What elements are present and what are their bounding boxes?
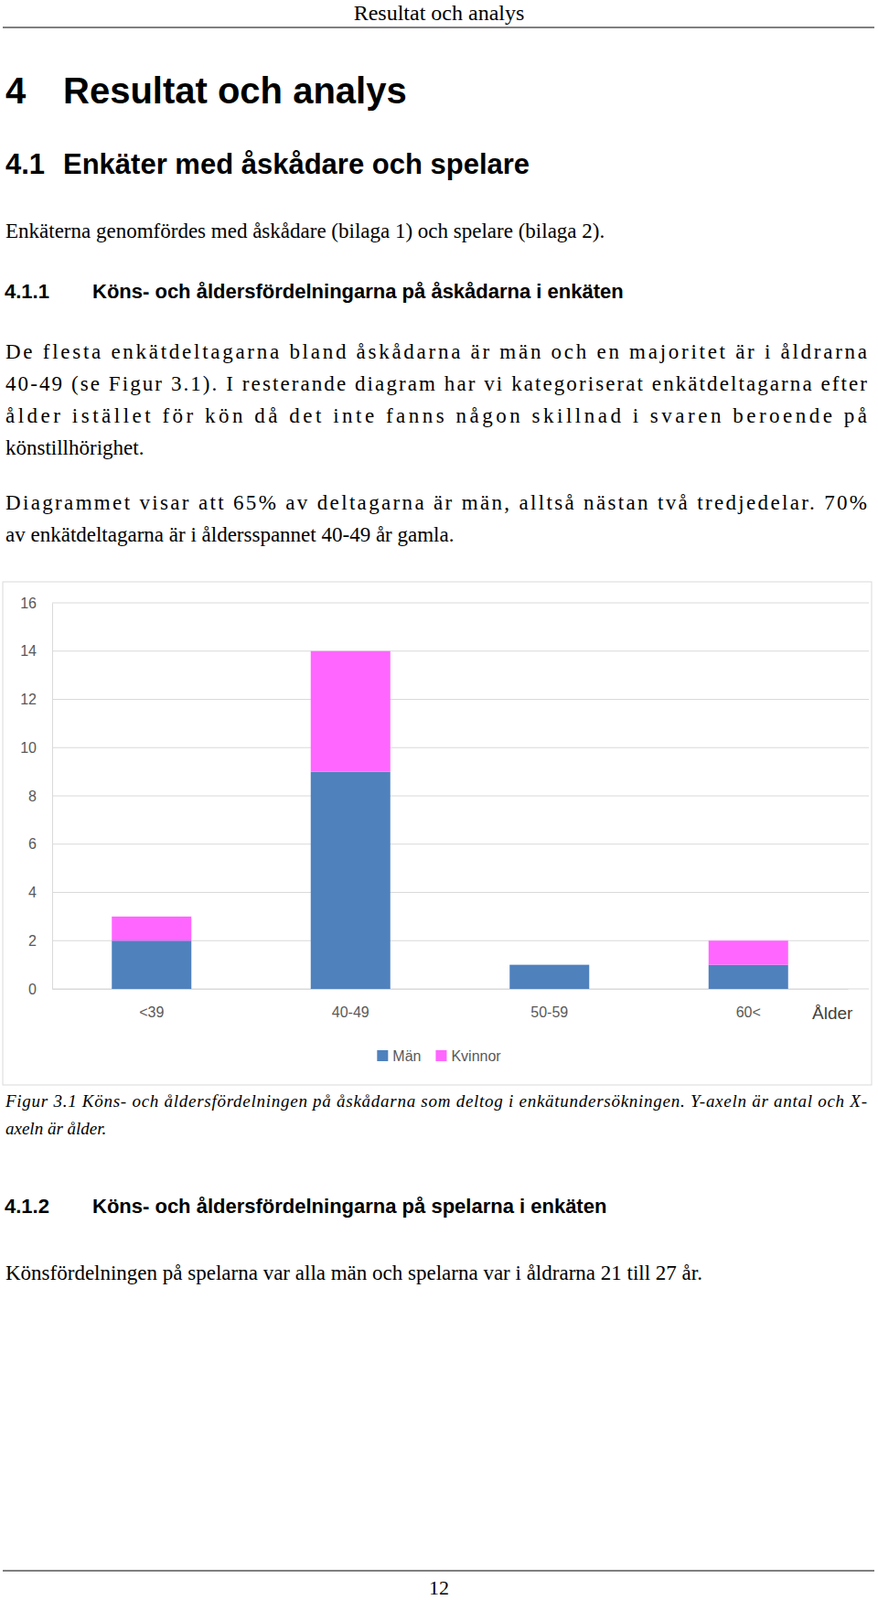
grid-line [52,602,869,604]
x-tick-label: <39 [139,1004,164,1020]
subsection-title: Köns- och åldersfördelningarna på spelar… [92,1194,607,1218]
x-tick: 50-59 [530,988,568,1020]
legend-label: Män [392,1048,421,1064]
bar [111,916,192,941]
grid-line [52,891,869,893]
bar [111,940,192,989]
legend-item: Män [376,1048,421,1064]
y-tick: 6 [28,835,53,852]
y-tick: 4 [28,884,53,900]
section-title: Enkäter med åskådare och spelare [63,148,530,181]
x-tick: 60< [736,988,761,1020]
page-number: 12 [428,1575,450,1599]
bar [310,771,391,989]
bar-series [111,651,789,965]
grid-line [52,650,869,652]
running-head: Resultat och analys [353,0,525,25]
legend-item: Kvinnor [435,1048,502,1064]
chart-frame [2,581,872,1085]
legend-swatch [435,1049,447,1061]
bar [708,940,789,964]
y-tick: 0 [28,981,53,997]
section-number: 4.1 [5,148,45,181]
y-tick-label: 4 [28,884,37,900]
y-axis: 0 2 4 6 8 10 12 14 16 [20,595,53,997]
header-rule [2,27,875,29]
x-axis-title: Ålder [812,1003,854,1023]
y-tick-label: 0 [28,981,37,997]
x-tick-label: 40-49 [331,1004,370,1020]
figure-caption: Figur 3.1 Köns- och åldersfördelningen p… [4,1091,868,1111]
grid-line [52,843,869,845]
chapter-title: Resultat och analys [63,70,407,111]
paragraph-line: av enkätdeltagarna är i åldersspannet 40… [5,523,454,547]
y-tick-label: 6 [28,835,37,852]
paragraph-line: Könsfördelningen på spelarna var alla mä… [5,1261,703,1285]
paragraph-line: De flesta enkätdeltagarna bland åskådarn… [5,340,868,364]
y-tick-label: 10 [20,739,37,756]
y-tick: 2 [28,932,53,949]
y-axis-line [52,603,54,990]
legend: Män Kvinnor [376,1048,502,1064]
page: Resultat och analys 4 Resultat och analys 4… [0,0,878,1600]
paragraph-line: Diagrammet visar att 65% av deltagarna ä… [5,491,868,514]
grid-line [52,747,869,749]
y-tick: 8 [28,788,53,804]
legend-label: Kvinnor [450,1048,502,1064]
x-axis: <39 40-49 50-59 60< [53,988,849,1020]
y-tick: 12 [20,691,53,707]
chapter-number: 4 [5,70,27,111]
grid-line [52,795,869,797]
y-tick-label: 12 [20,691,37,707]
bar [509,964,589,989]
bars [111,651,789,989]
bar [310,651,391,772]
grid [52,602,869,989]
bar-series [111,771,789,989]
y-tick: 14 [20,642,53,659]
grid-line [52,698,869,700]
legend-swatch [376,1049,388,1061]
subsection-number: 4.1.1 [4,279,50,303]
bar [708,964,789,989]
x-tick: 40-49 [331,988,370,1020]
paragraph-line: Enkäterna genomfördes med åskådare (bila… [5,219,605,243]
figure-caption: axeln är ålder. [5,1118,107,1138]
y-tick-label: 16 [20,595,37,611]
x-axis-line [53,988,849,990]
x-tick-label: 60< [736,1004,761,1020]
paragraph-line: könstillhörighet. [5,436,144,460]
footer-rule [2,1570,875,1572]
y-tick: 16 [20,595,53,611]
bar [509,963,589,965]
subsection-title: Köns- och åldersfördelningarna på åskåda… [92,279,624,303]
paragraph-line: ålder istället för kön då det inte fanns… [5,404,868,428]
paragraph-line: 40-49 (se Figur 3.1). I resterande diagr… [5,372,868,396]
y-tick-label: 2 [28,932,37,949]
x-tick: <39 [139,988,164,1020]
y-tick-label: 14 [20,642,37,659]
subsection-number: 4.1.2 [4,1194,50,1218]
x-tick-label: 50-59 [530,1004,568,1020]
y-tick: 10 [20,739,53,756]
y-tick-label: 8 [28,788,37,804]
